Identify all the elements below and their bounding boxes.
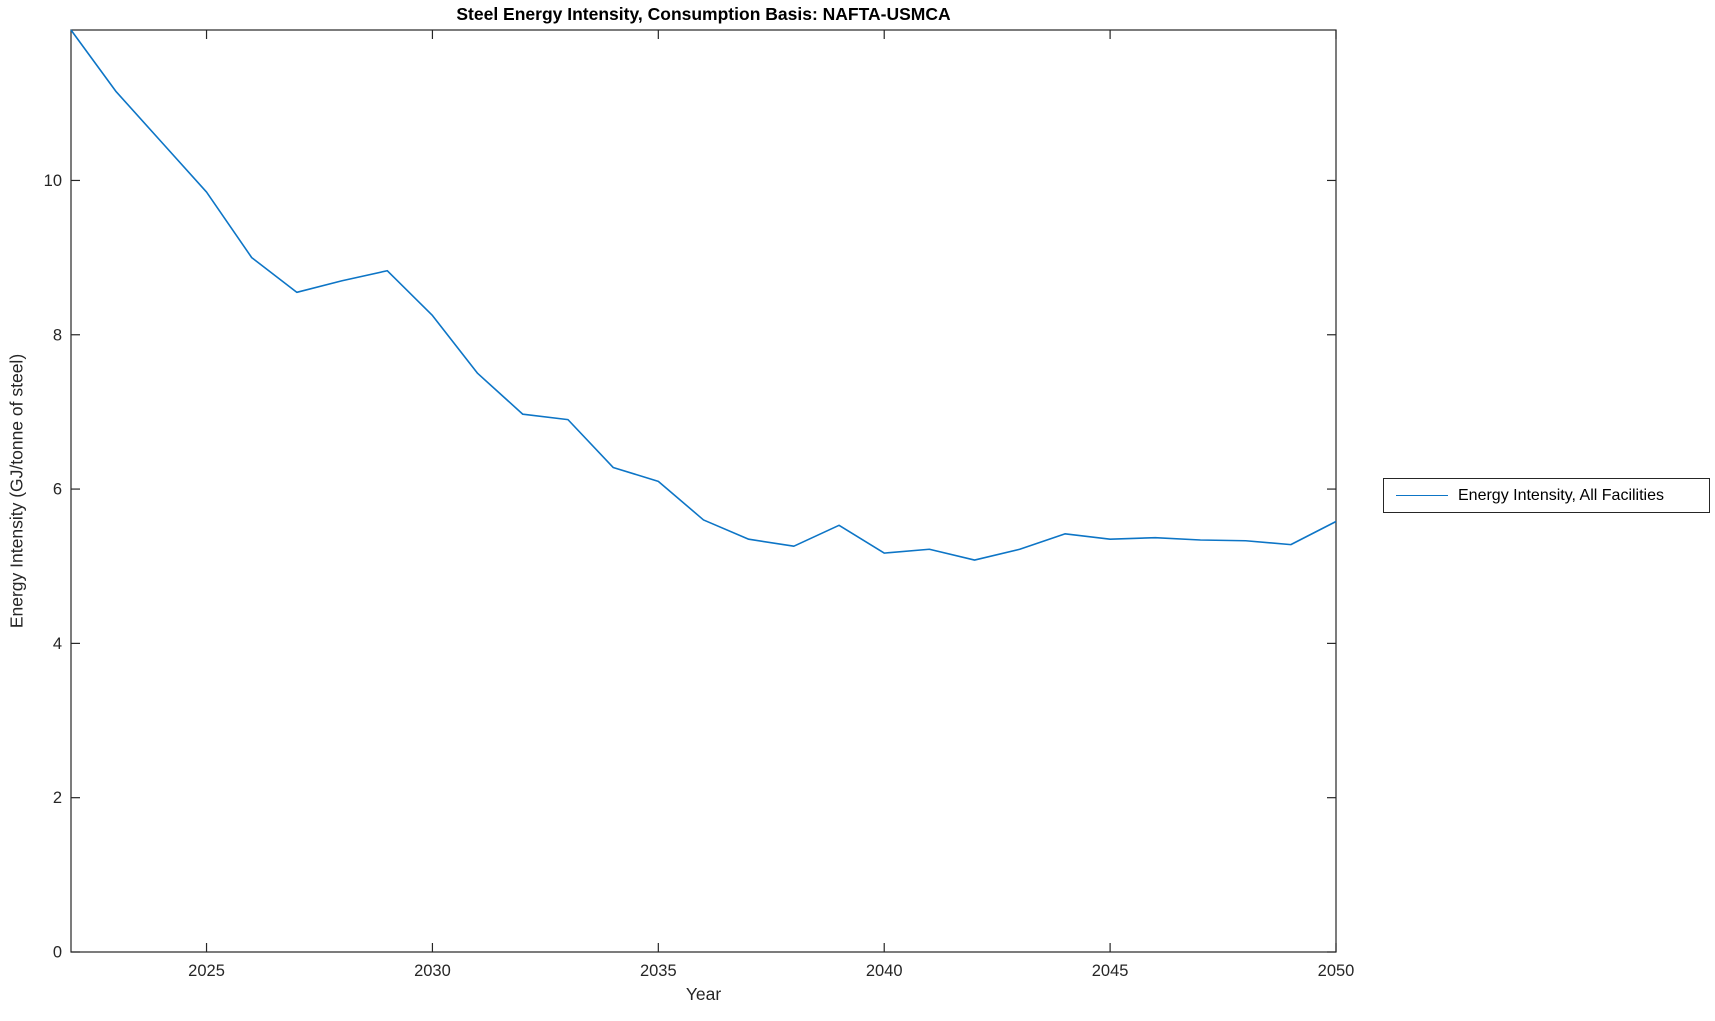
plot-border [70, 29, 1337, 953]
chart-title: Steel Energy Intensity, Consumption Basi… [456, 4, 951, 24]
y-tick-label: 4 [53, 635, 62, 653]
y-tick-label: 6 [53, 481, 62, 499]
x-tick-label: 2045 [1092, 962, 1129, 980]
y-tick-label: 0 [53, 944, 62, 962]
series-line [70, 29, 1337, 561]
y-axis-label: Energy Intensity (GJ/tonne of steel) [6, 353, 27, 629]
y-tick-label: 8 [53, 326, 62, 344]
y-tick-label: 10 [44, 172, 62, 190]
y-tick-label: 2 [53, 789, 62, 807]
legend-label: Energy Intensity, All Facilities [1458, 486, 1665, 504]
legend-line-sample [1396, 495, 1448, 496]
x-tick-label: 2040 [866, 962, 903, 980]
x-axis-label: Year [685, 984, 722, 1004]
legend: Energy Intensity, All Facilities [1383, 478, 1710, 513]
x-tick-label: 2025 [188, 962, 225, 980]
x-tick-label: 2035 [640, 962, 677, 980]
x-tick-label: 2030 [414, 962, 451, 980]
x-tick-label: 2050 [1318, 962, 1355, 980]
